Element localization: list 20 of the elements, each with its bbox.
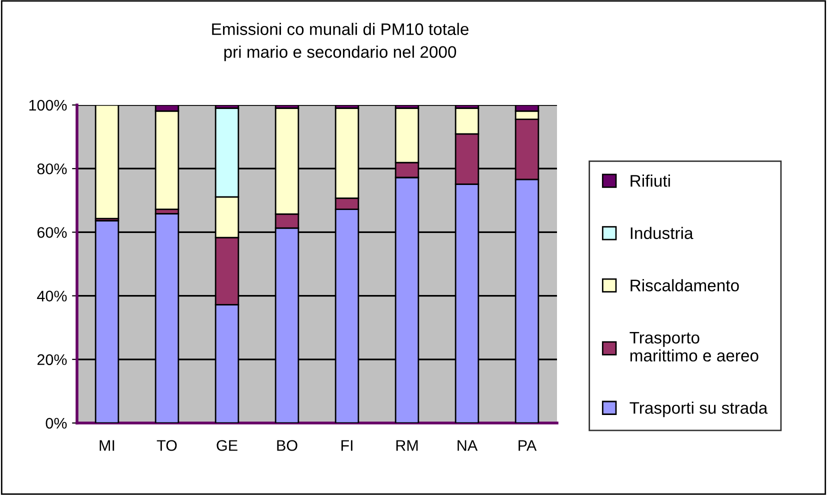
x-tick-label: FI bbox=[341, 440, 352, 451]
legend-label: Industria bbox=[630, 226, 694, 240]
x-tick-label: RM bbox=[396, 440, 418, 451]
y-tick-label: 80% bbox=[37, 163, 67, 174]
legend-label: Rifiuti bbox=[630, 174, 670, 187]
legend-label: Trasporti su strada bbox=[630, 402, 768, 418]
y-tick-label: 0% bbox=[46, 418, 67, 429]
x-tick-label: PA bbox=[518, 440, 537, 451]
y-tick-label: 100% bbox=[29, 100, 67, 111]
x-tick-label: BO bbox=[277, 440, 298, 451]
x-tick-label: MI bbox=[100, 440, 114, 451]
y-tick-label: 60% bbox=[37, 227, 67, 238]
y-tick-label: 40% bbox=[37, 290, 67, 302]
x-tick-label: GE bbox=[216, 440, 238, 451]
legend-label: Trasporto marittimo e aereo bbox=[630, 332, 758, 362]
chart-title: Emissioni co munali di PM10 totale pri mario e secondario nel 2000 bbox=[212, 22, 468, 62]
x-tick-label: NA bbox=[458, 440, 478, 451]
x-tick-label: TO bbox=[156, 440, 177, 451]
y-tick-label: 20% bbox=[37, 354, 67, 366]
legend-label: Riscaldamento bbox=[630, 279, 739, 292]
